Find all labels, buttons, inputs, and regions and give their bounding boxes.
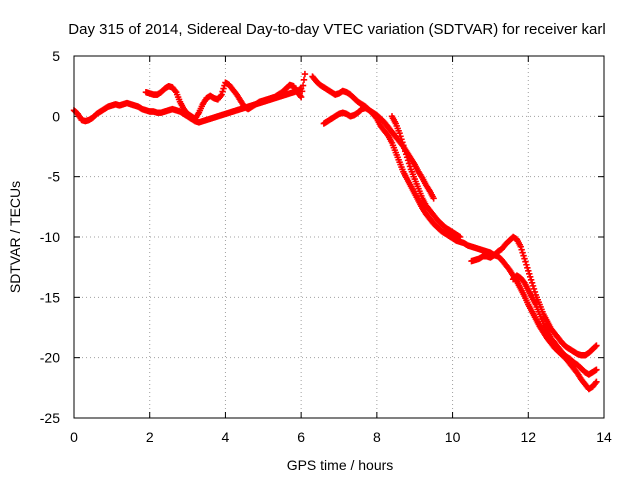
y-tick-label: -5 [48, 169, 61, 185]
data-point [403, 154, 411, 161]
plot-frame [73, 55, 605, 419]
data-point [219, 88, 226, 95]
series-track-f [468, 233, 600, 359]
data-point [522, 258, 529, 265]
data-point [430, 195, 437, 202]
data-point [593, 378, 600, 385]
data-point [521, 255, 528, 262]
data-point [525, 267, 532, 274]
data-point [529, 282, 537, 290]
data-point [220, 85, 227, 92]
x-tick-label: 8 [373, 429, 381, 445]
data-point [517, 243, 524, 250]
x-tick-label: 10 [445, 429, 461, 445]
x-tick-label: 6 [297, 429, 305, 445]
data-point [406, 163, 414, 170]
data-point [296, 92, 304, 100]
series-track-d [320, 104, 437, 202]
x-tick-label: 0 [70, 429, 78, 445]
data-point [593, 366, 600, 373]
series-track-e [388, 113, 464, 241]
data-point [526, 273, 534, 281]
data-point [526, 270, 533, 278]
y-tick-label: -10 [40, 229, 60, 245]
data-point [300, 76, 308, 84]
data-point [404, 157, 412, 164]
data-point [301, 70, 309, 78]
y-tick-label: -20 [40, 350, 60, 366]
data-point [456, 233, 464, 241]
data-point [402, 151, 410, 158]
y-tick-label: -15 [40, 289, 60, 305]
data-point [401, 145, 408, 152]
data-point [531, 288, 539, 296]
x-tick-label: 4 [222, 429, 230, 445]
series-track-g [509, 272, 600, 378]
series-track-c [309, 73, 600, 393]
data-point [524, 264, 531, 271]
data-point [527, 276, 535, 284]
x-tick-label: 12 [520, 429, 536, 445]
data-point [405, 160, 413, 167]
series-track-b [142, 70, 309, 122]
data-point [400, 142, 407, 149]
data-point [520, 252, 527, 259]
y-tick-label: 0 [52, 108, 60, 124]
y-tick-label: 5 [52, 48, 60, 64]
data-point [593, 342, 600, 349]
data-point [530, 285, 538, 293]
data-point [399, 139, 406, 146]
data-point [397, 133, 404, 140]
chart-title: Day 315 of 2014, Sidereal Day-to-day VTE… [68, 21, 605, 38]
data-point [528, 279, 536, 287]
data-point [398, 136, 405, 143]
data-point [298, 88, 306, 95]
data-point [299, 82, 307, 89]
data-points [70, 70, 600, 393]
data-point [592, 343, 599, 350]
data-point [518, 246, 525, 253]
y-tick-label: -25 [40, 410, 60, 426]
data-point [297, 93, 305, 101]
data-point [172, 87, 179, 95]
tick-labels: 0 2 4 6 8 10 12 14 5 0 -5 -10 -15 -20 -25 [40, 48, 612, 445]
x-tick-label: 14 [596, 429, 612, 445]
y-axis-label: SDTVAR / TECUs [7, 181, 23, 293]
x-tick-label: 2 [146, 429, 154, 445]
data-point [217, 92, 224, 100]
data-point [396, 130, 403, 137]
data-point [592, 379, 599, 387]
x-axis-label: GPS time / hours [287, 457, 394, 473]
data-point [523, 261, 530, 268]
data-point [218, 91, 225, 98]
data-point [519, 249, 526, 256]
data-point [402, 148, 409, 155]
